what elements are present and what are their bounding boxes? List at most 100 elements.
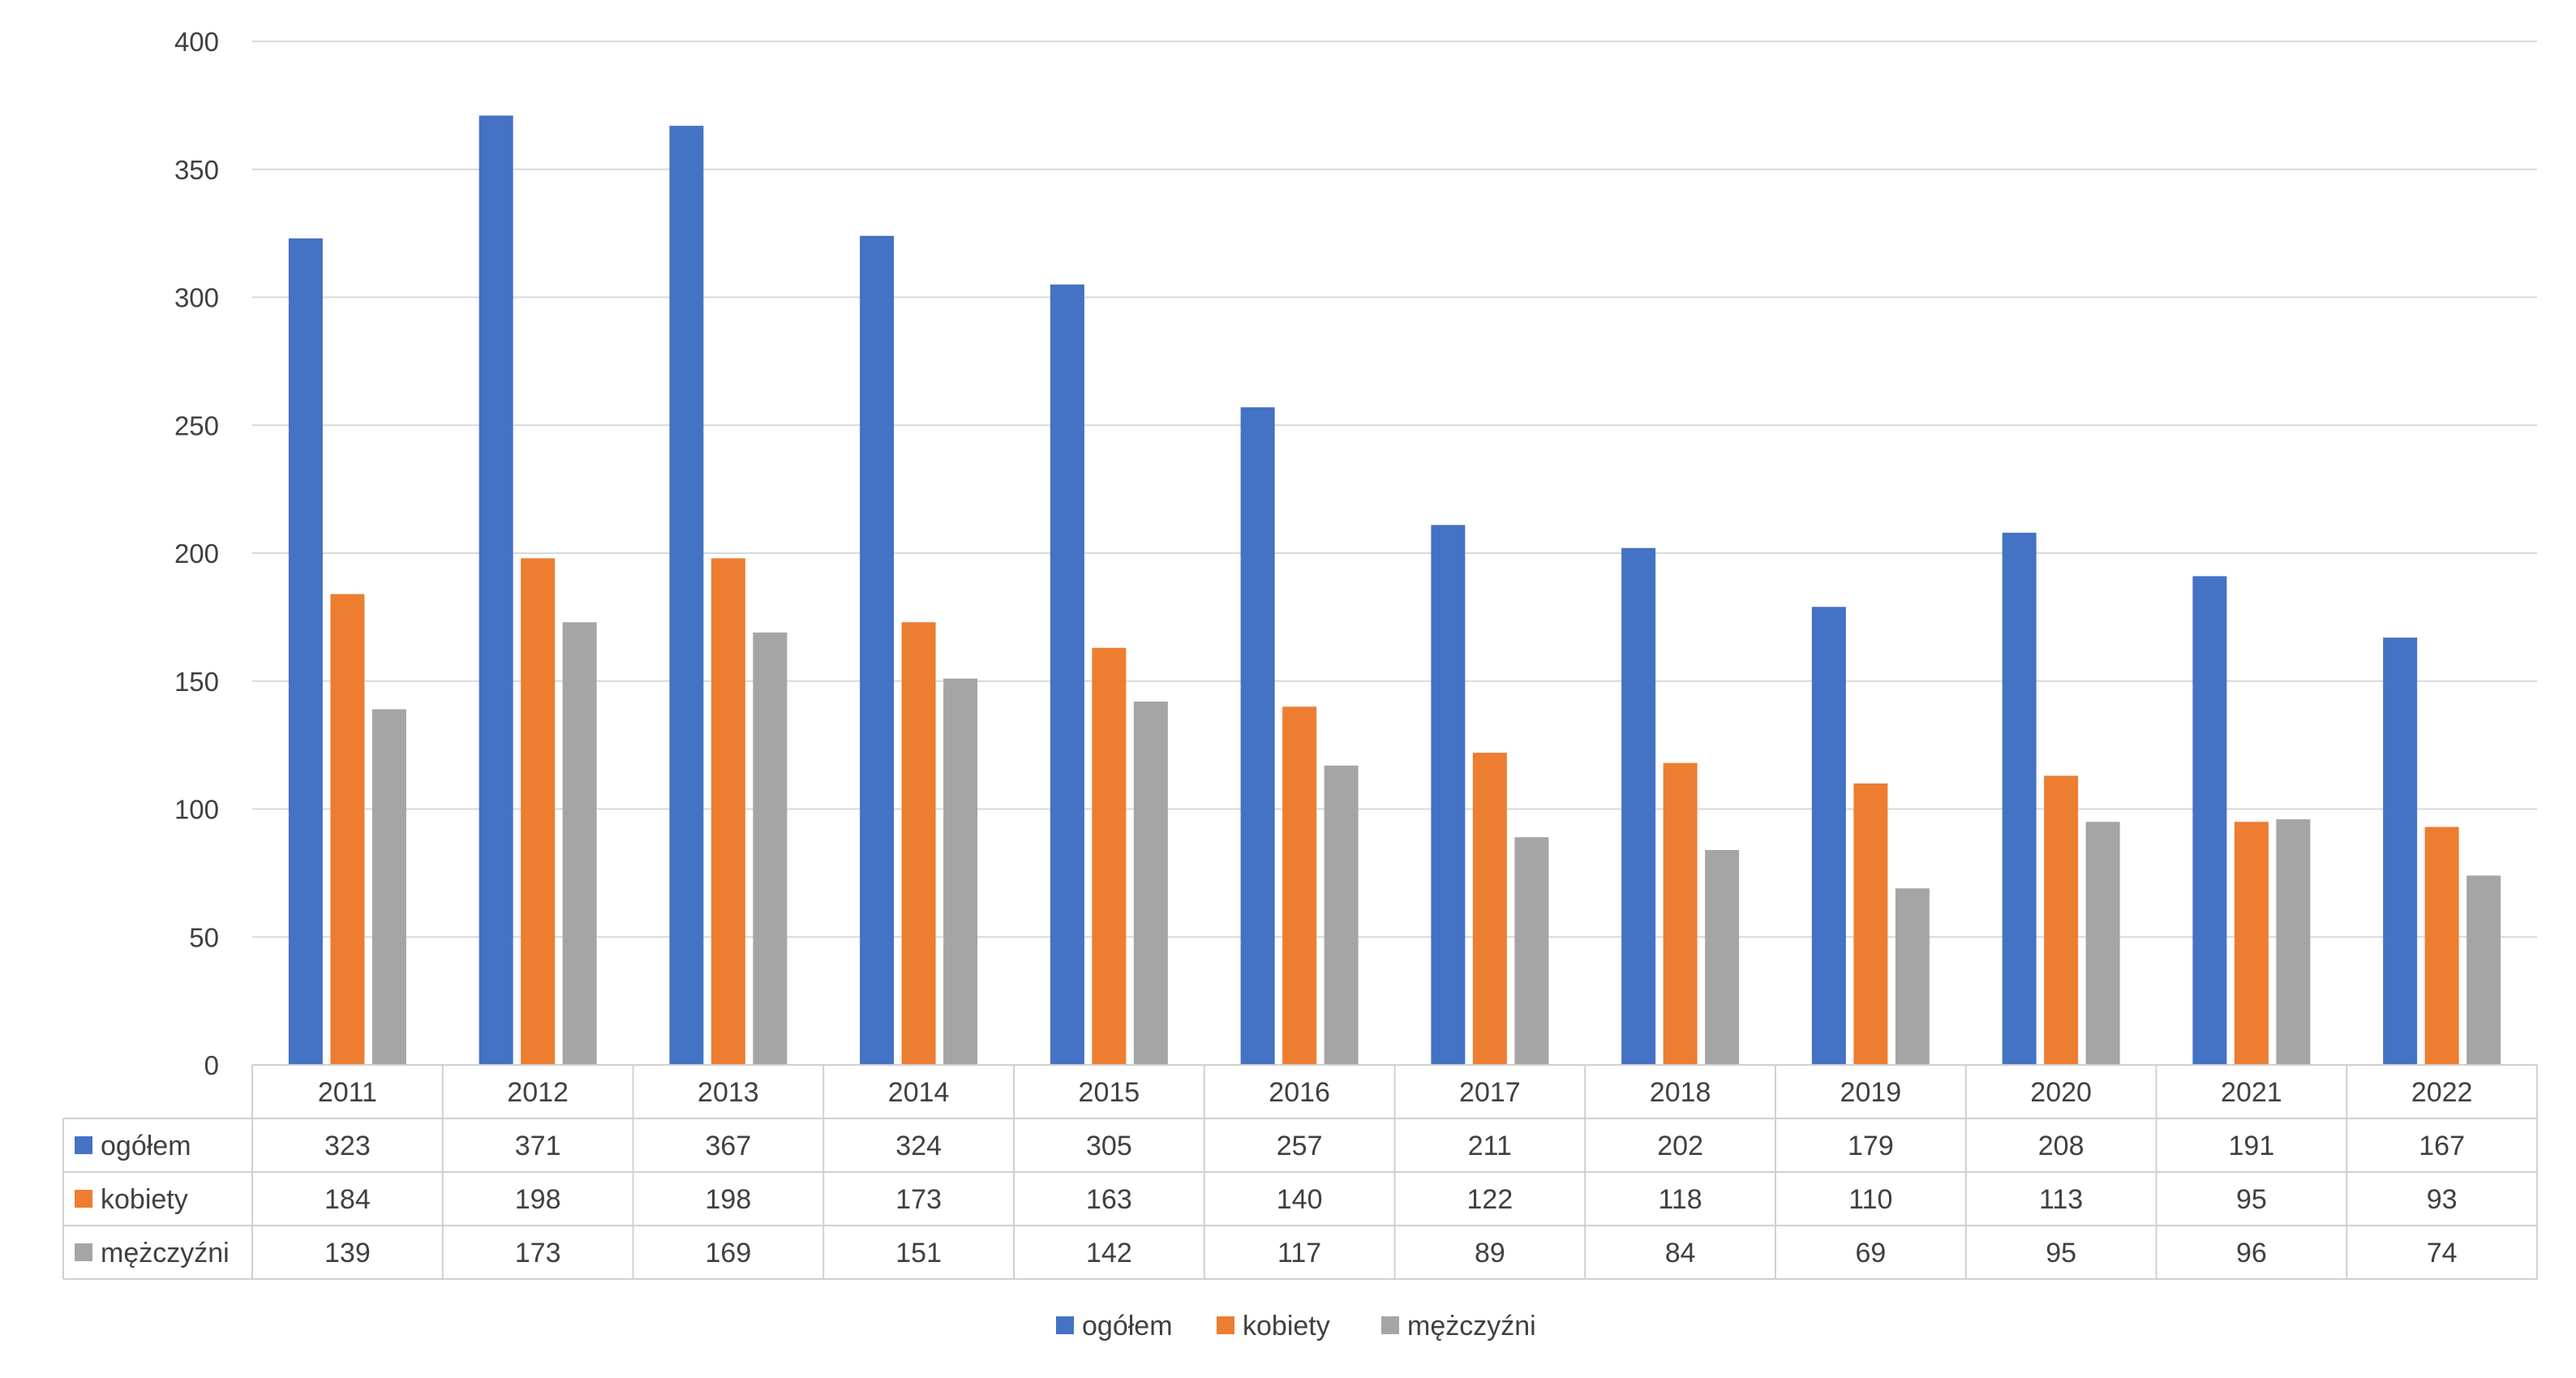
table-cell: 173 bbox=[515, 1238, 561, 1269]
table-cell: 84 bbox=[1665, 1238, 1696, 1269]
x-tick-label: 2016 bbox=[1269, 1077, 1330, 1108]
bar-kobiety-2020 bbox=[2044, 775, 2079, 1065]
table-cell: 208 bbox=[2038, 1131, 2084, 1161]
bar-mężczyźni-2013 bbox=[753, 632, 788, 1065]
table-cell: 211 bbox=[1468, 1131, 1512, 1161]
bar-ogółem-2012 bbox=[479, 115, 513, 1065]
y-tick-label: 50 bbox=[189, 922, 219, 952]
table-cell: 202 bbox=[1657, 1131, 1703, 1161]
table-cell: 113 bbox=[2039, 1184, 2083, 1215]
x-tick-label: 2021 bbox=[2221, 1077, 2282, 1108]
bar-kobiety-2011 bbox=[330, 594, 365, 1065]
bar-kobiety-2021 bbox=[2234, 822, 2269, 1065]
legend: ogółem kobiety mężczyźni bbox=[1056, 1311, 1536, 1342]
table-cell: 140 bbox=[1277, 1184, 1323, 1215]
legend-key-kobiety bbox=[1217, 1316, 1234, 1334]
bar-ogółem-2017 bbox=[1431, 525, 1466, 1065]
bar-mężczyźni-2018 bbox=[1705, 849, 1740, 1065]
bar-kobiety-2019 bbox=[1853, 783, 1888, 1065]
bar-mężczyźni-2016 bbox=[1324, 765, 1359, 1065]
bar-ogółem-2020 bbox=[2002, 532, 2037, 1065]
y-tick-label: 350 bbox=[174, 155, 219, 185]
table-legend-key-kobiety bbox=[75, 1190, 92, 1208]
bar-ogółem-2011 bbox=[288, 238, 323, 1065]
bar-mężczyźni-2012 bbox=[562, 622, 597, 1065]
y-tick-label: 100 bbox=[174, 795, 219, 825]
bars bbox=[288, 115, 2501, 1066]
table-cell: 122 bbox=[1467, 1184, 1513, 1215]
table-cell: 169 bbox=[706, 1238, 752, 1269]
table-cell: 93 bbox=[2427, 1184, 2458, 1215]
y-tick-label: 200 bbox=[174, 539, 219, 569]
bar-ogółem-2019 bbox=[1811, 607, 1846, 1065]
bar-ogółem-2015 bbox=[1050, 284, 1084, 1066]
table-row-label: ogółem bbox=[101, 1131, 191, 1161]
legend-key-ogółem bbox=[1056, 1316, 1074, 1334]
table-cell: 257 bbox=[1277, 1131, 1323, 1161]
table-cell: 95 bbox=[2236, 1184, 2267, 1215]
x-tick-label: 2018 bbox=[1650, 1077, 1711, 1108]
x-tick-label: 2015 bbox=[1079, 1077, 1140, 1108]
x-tick-label: 2014 bbox=[888, 1077, 950, 1108]
table-cell: 184 bbox=[324, 1184, 371, 1215]
bar-mężczyźni-2021 bbox=[2276, 819, 2311, 1065]
table-cell: 95 bbox=[2046, 1238, 2076, 1269]
legend-label: mężczyźni bbox=[1407, 1311, 1536, 1342]
table-cell: 69 bbox=[1855, 1238, 1886, 1269]
bar-mężczyźni-2022 bbox=[2467, 875, 2501, 1065]
table-cell: 118 bbox=[1659, 1184, 1702, 1215]
table-cell: 167 bbox=[2419, 1131, 2465, 1161]
table-cell: 198 bbox=[706, 1184, 752, 1215]
bar-ogółem-2022 bbox=[2383, 637, 2418, 1065]
bar-kobiety-2015 bbox=[1092, 647, 1127, 1065]
bar-mężczyźni-2017 bbox=[1514, 837, 1549, 1065]
bar-mężczyźni-2015 bbox=[1133, 701, 1168, 1065]
bar-ogółem-2018 bbox=[1621, 547, 1656, 1065]
x-tick-label: 2011 bbox=[318, 1077, 377, 1108]
gridlines bbox=[252, 41, 2537, 938]
y-tick-label: 300 bbox=[174, 283, 219, 313]
table-cell: 191 bbox=[2229, 1131, 2275, 1161]
legend-label: kobiety bbox=[1243, 1311, 1330, 1342]
legend-key-mężczyźni bbox=[1381, 1316, 1399, 1334]
bar-mężczyźni-2019 bbox=[1895, 888, 1930, 1065]
table-cell: 117 bbox=[1277, 1238, 1321, 1269]
y-tick-label: 0 bbox=[204, 1050, 219, 1080]
bar-mężczyźni-2020 bbox=[2085, 822, 2120, 1065]
x-tick-label: 2022 bbox=[2411, 1077, 2473, 1108]
bar-ogółem-2014 bbox=[860, 235, 895, 1065]
table-cell: 163 bbox=[1086, 1184, 1132, 1215]
bar-ogółem-2016 bbox=[1240, 407, 1275, 1065]
y-axis: 0 50 100 150 200 250 300 350 400 bbox=[174, 27, 219, 1080]
data-table: 2011 2012 2013 2014 2015 2016 2017 2018 2019 2020… bbox=[62, 1064, 2538, 1280]
bar-kobiety-2022 bbox=[2424, 826, 2459, 1065]
bar-kobiety-2018 bbox=[1663, 762, 1698, 1065]
bar-kobiety-2017 bbox=[1472, 753, 1507, 1065]
x-tick-label: 2017 bbox=[1459, 1077, 1521, 1108]
table-legend-key-ogółem bbox=[75, 1136, 92, 1154]
table-cell: 367 bbox=[706, 1131, 752, 1161]
bar-kobiety-2013 bbox=[711, 558, 745, 1065]
table-cell: 173 bbox=[895, 1184, 942, 1215]
legend-label: ogółem bbox=[1082, 1311, 1173, 1342]
x-tick-label: 2012 bbox=[507, 1077, 569, 1108]
table-row-label: mężczyźni bbox=[101, 1238, 230, 1269]
table-cell: 142 bbox=[1086, 1238, 1132, 1269]
bar-ogółem-2021 bbox=[2192, 576, 2227, 1065]
table-legend-key-mężczyźni bbox=[75, 1243, 92, 1261]
x-tick-label: 2019 bbox=[1840, 1077, 1902, 1108]
table-cell: 323 bbox=[324, 1131, 371, 1161]
table-cell: 305 bbox=[1086, 1131, 1132, 1161]
bar-ogółem-2013 bbox=[669, 126, 704, 1066]
bar-mężczyźni-2011 bbox=[371, 709, 406, 1065]
table-cell: 151 bbox=[895, 1238, 942, 1269]
table-cell: 74 bbox=[2427, 1238, 2458, 1269]
table-cell: 96 bbox=[2236, 1238, 2267, 1269]
table-cell: 371 bbox=[515, 1131, 561, 1161]
table-cell: 89 bbox=[1475, 1238, 1505, 1269]
bar-kobiety-2014 bbox=[901, 622, 936, 1065]
table-cell: 139 bbox=[324, 1238, 371, 1269]
bar-mężczyźni-2014 bbox=[943, 678, 978, 1065]
y-tick-label: 400 bbox=[174, 27, 219, 57]
